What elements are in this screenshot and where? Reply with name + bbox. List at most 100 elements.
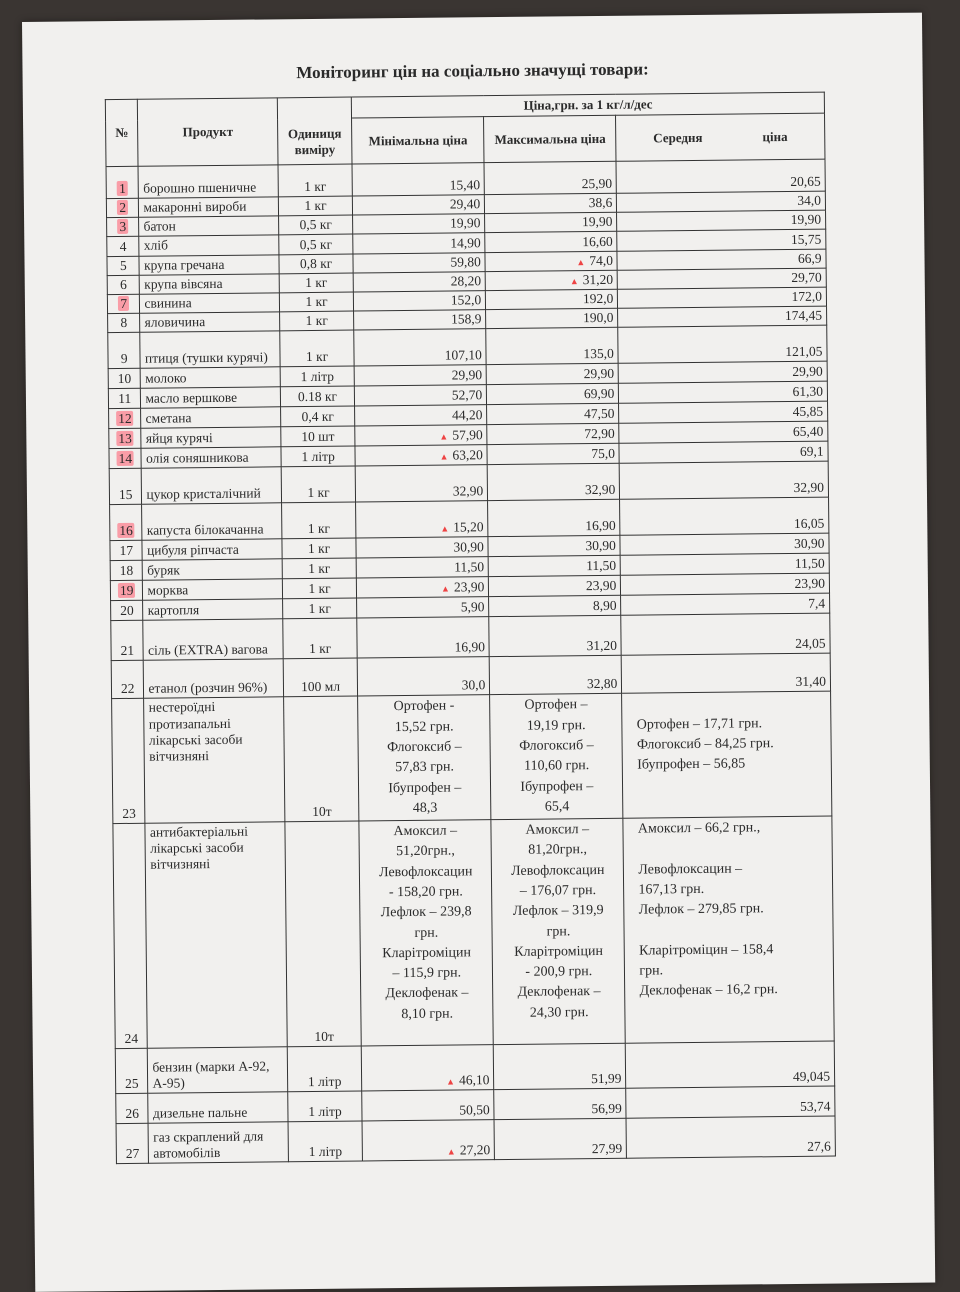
row-number-text: 13 (116, 431, 134, 447)
unit: 1 кг (279, 330, 355, 368)
row-number-text: 2 (117, 200, 129, 216)
max-price-text: 69,90 (583, 386, 615, 402)
product-name: яловичина (140, 311, 280, 333)
max-price: 192,0 (485, 289, 618, 310)
max-price: 47,50 (486, 403, 620, 425)
max-price-text: 8,90 (592, 598, 617, 614)
row-number-text: 12 (116, 411, 134, 427)
unit: 1 кг (279, 272, 354, 293)
min-price-text: 52,70 (451, 387, 483, 403)
product-name: олія соняшникова (141, 447, 282, 469)
row-number-text: 18 (119, 563, 134, 579)
row-number-text: 4 (119, 238, 127, 254)
max-price: 25,90 (484, 161, 617, 195)
row-number-text: 1 (117, 180, 128, 197)
unit: 1 кг (282, 558, 357, 580)
max-price: ▲ 74,0 (485, 250, 618, 272)
product-name: яйця курячі (141, 427, 281, 449)
max-price-text: 32,90 (584, 482, 616, 498)
unit: 0,5 кг (278, 234, 354, 255)
min-price-text: 19,90 (450, 215, 481, 231)
max-price-text: 31,20 (582, 271, 614, 288)
max-price-text: 16,60 (582, 233, 613, 249)
row-number-text: 15 (118, 487, 133, 503)
row-number-text: 27 (125, 1145, 140, 1162)
unit: 1 кг (281, 538, 357, 560)
product-name: бензин (марки А-92, А-95) (147, 1046, 288, 1094)
product-name: хліб (139, 235, 279, 256)
row-number: 9 (107, 332, 141, 369)
max-price-text: 135,0 (583, 346, 614, 362)
product-name: етанол (розчин 96%) (143, 659, 284, 699)
min-price: 30,0 (357, 656, 490, 697)
max-price: 72,90 (487, 423, 620, 445)
red-mark-icon: ▲ (576, 256, 586, 267)
row-number-text: 14 (116, 451, 135, 467)
product-name: свинина (139, 292, 280, 314)
product-name: капуста білокачанна (142, 503, 282, 541)
avg-price: 11,50 (620, 553, 830, 576)
row-number: 14 (108, 448, 142, 469)
min-price: Амоксил – 51,20грн., Левофлоксацин - 158… (359, 819, 494, 1047)
product-name: птиця (тушки курячі) (140, 331, 281, 369)
min-price-text: 16,90 (454, 639, 485, 655)
unit: 0,5 кг (278, 215, 354, 236)
unit: 1 кг (277, 164, 353, 197)
red-mark-icon: ▲ (446, 1146, 456, 1157)
row-number: 15 (109, 468, 143, 505)
unit: 10 шт (280, 426, 356, 448)
min-price: 15,40 (352, 162, 485, 197)
min-price-text: 46,10 (458, 1072, 490, 1088)
row-number: 22 (111, 660, 145, 699)
max-price-text: 74,0 (589, 252, 613, 268)
row-number: 23 (111, 698, 146, 824)
avg-price: 34,0 (616, 191, 826, 213)
avg-price: 24,05 (621, 613, 831, 656)
row-number: 5 (106, 255, 140, 276)
unit: 1 кг (278, 196, 353, 217)
header-min: Мінімальна ціна (351, 116, 485, 165)
row-number: 8 (107, 313, 141, 333)
min-price-text: 14,90 (450, 234, 481, 251)
red-mark-icon: ▲ (439, 431, 449, 442)
red-mark-icon: ▲ (440, 523, 450, 534)
unit: 1 літр (287, 1091, 363, 1122)
max-price: 56,99 (494, 1088, 627, 1120)
avg-price: 27,6 (626, 1116, 836, 1159)
max-price-text: 19,90 (582, 214, 613, 230)
row-number: 19 (110, 580, 144, 601)
product-name: крупа гречана (139, 254, 280, 276)
min-price: 107,10 (354, 328, 487, 367)
row-number-text: 25 (125, 1075, 139, 1092)
red-mark-icon: ▲ (446, 1076, 456, 1087)
row-number-text: 11 (118, 391, 132, 407)
avg-price: 29,70 (617, 267, 827, 290)
min-price-text: 30,0 (461, 677, 486, 693)
max-price-text: 29,90 (583, 366, 615, 382)
product-name: газ скраплений для автомобілів (148, 1121, 289, 1164)
min-price-text: 28,20 (450, 273, 482, 289)
row-number: 4 (106, 236, 140, 257)
product-name: масло вершкове (140, 387, 281, 409)
row-number-text: 7 (118, 296, 130, 312)
red-mark-icon: ▲ (440, 583, 450, 594)
min-price: ▲ 23,90 (356, 576, 489, 599)
row-number: 11 (108, 388, 142, 409)
unit: 1 літр (287, 1046, 362, 1092)
max-price: ▲ 31,20 (485, 270, 618, 291)
red-mark-icon: ▲ (439, 451, 449, 462)
min-price-text: 29,90 (451, 367, 483, 383)
row-number: 10 (108, 368, 141, 389)
max-price-text: 72,90 (584, 426, 615, 442)
min-price-text: 30,90 (453, 539, 484, 555)
avg-price: 15,75 (617, 229, 826, 251)
min-price-text: 32,90 (452, 483, 484, 499)
max-price-text: 27,99 (591, 1140, 623, 1157)
row-number-text: 8 (120, 315, 128, 331)
row-number: 27 (116, 1123, 149, 1164)
max-price: 30,90 (488, 535, 621, 557)
unit: 10т (283, 696, 360, 822)
max-price: 75,0 (487, 443, 620, 465)
max-price: Ортофен – 19,19 грн. Флогоксиб – 110,60 … (489, 693, 624, 820)
max-price: 69,90 (486, 383, 619, 405)
